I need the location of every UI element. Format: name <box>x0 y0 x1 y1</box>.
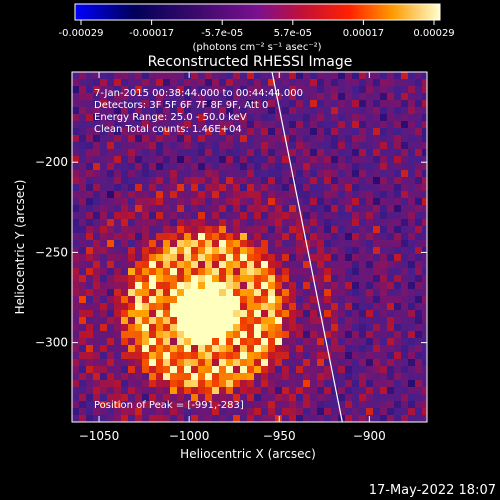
plot-area: 7-Jan-2015 00:38:44.000 to 00:44:44.000D… <box>35 71 428 443</box>
colorbar-ticks: -0.00029 -0.00017 -5.7e-05 5.7e-05 0.00017 0.… <box>59 20 455 39</box>
annotation-line: Detectors: 3F 5F 6F 7F 8F 9F, Att 0 <box>94 100 268 111</box>
plot-border <box>71 71 428 423</box>
colorbar: -0.00029 -0.00017 -5.7e-05 5.7e-05 0.00017 0.… <box>59 3 455 53</box>
chart-title: Reconstructed RHESSI Image <box>148 54 353 70</box>
annotation-block: 7-Jan-2015 00:38:44.000 to 00:44:44.000D… <box>94 88 303 135</box>
x-axis-label: Heliocentric X (arcsec) <box>180 447 316 461</box>
y-axis-ticks: −200 −250 −300 <box>35 155 427 350</box>
y-tick-label: −300 <box>35 336 68 350</box>
annotation-line: 7-Jan-2015 00:38:44.000 to 00:44:44.000 <box>94 88 303 99</box>
colorbar-tick-label: 0.00017 <box>343 28 384 39</box>
y-tick-label: −200 <box>35 155 68 169</box>
heatmap-image <box>72 72 427 422</box>
colorbar-tick-label: 5.7e-05 <box>274 28 312 39</box>
colorbar-tick-label: 0.00029 <box>413 28 454 39</box>
annotation-line: Energy Range: 25.0 - 50.0 keV <box>94 112 247 123</box>
annotation-line: Clean Total counts: 1.46E+04 <box>94 124 242 135</box>
x-tick-label: −950 <box>263 429 296 443</box>
x-axis-ticks: −1050 −1000 −950 −900 <box>79 72 386 443</box>
x-tick-label: −900 <box>353 429 386 443</box>
x-tick-label: −1000 <box>169 429 210 443</box>
solar-limb-line <box>271 72 343 422</box>
footer-date: 17-May-2022 18:07 <box>369 483 496 498</box>
y-tick-label: −250 <box>35 245 68 259</box>
colorbar-gradient <box>74 3 441 21</box>
colorbar-tick-label: -5.7e-05 <box>201 28 243 39</box>
colorbar-tick-label: -0.00017 <box>129 28 174 39</box>
y-axis-label: Heliocentric Y (arcsec) <box>13 180 27 315</box>
colorbar-tick-label: -0.00029 <box>59 28 104 39</box>
x-tick-label: −1050 <box>79 429 120 443</box>
peak-position-label: Position of Peak = [-991,-283] <box>94 400 244 411</box>
colorbar-units-label: (photons cm⁻² s⁻¹ asec⁻²) <box>192 42 321 53</box>
